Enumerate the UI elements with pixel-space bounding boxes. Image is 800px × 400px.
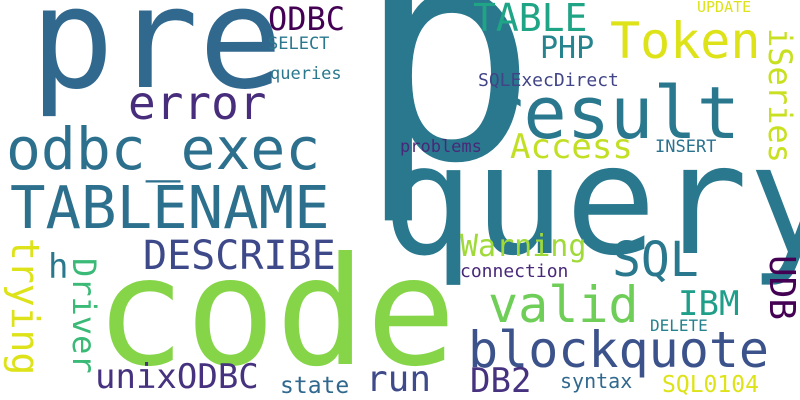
word-code: code [95,226,457,400]
word-warning: Warning [460,229,587,264]
word-table: TABLE [473,0,588,40]
word-sql: SQL [612,232,699,288]
word-result: result [480,71,741,155]
word-query: query [382,112,800,289]
word-problems: problems [400,137,482,157]
word-syntax: syntax [560,369,633,393]
word-sqlexecdirect: SQLExecDirect [478,70,619,91]
word-queries: queries [270,64,342,84]
word-delete: DELETE [650,316,708,335]
word-php: PHP [540,31,595,66]
word-update: UPDATE [697,0,752,16]
word-state: state [280,373,350,399]
word-h: h [48,247,69,287]
word-odbc: ODBC [268,0,346,38]
word-blockquote: blockquote [468,321,770,379]
word-connection: connection [460,261,569,282]
word-udb: UDB [761,255,800,321]
word-trying: trying [3,238,47,376]
word-access: Access [510,127,633,167]
word-driver: Driver [65,258,103,374]
word-error: error [128,76,267,130]
word-describe: DESCRIBE [143,233,336,279]
word-tablename: TABLENAME [10,173,330,242]
word-odbc-exec: odbc_exec [6,115,321,183]
word-sql0104: SQL0104 [662,372,759,398]
word-iseries: iSeries [761,28,799,163]
word-insert: INSERT [655,137,717,157]
word-p: p [357,0,538,229]
word-token: Token [610,12,761,70]
word-select: SELECT [268,34,330,54]
word-ibm: IBM [678,284,740,324]
word-run: run [366,359,432,400]
word-pre: pre [30,0,283,121]
word-db2: DB2 [470,361,532,400]
word-unixodbc: unixODBC [95,357,259,397]
word-valid: valid [488,276,639,334]
